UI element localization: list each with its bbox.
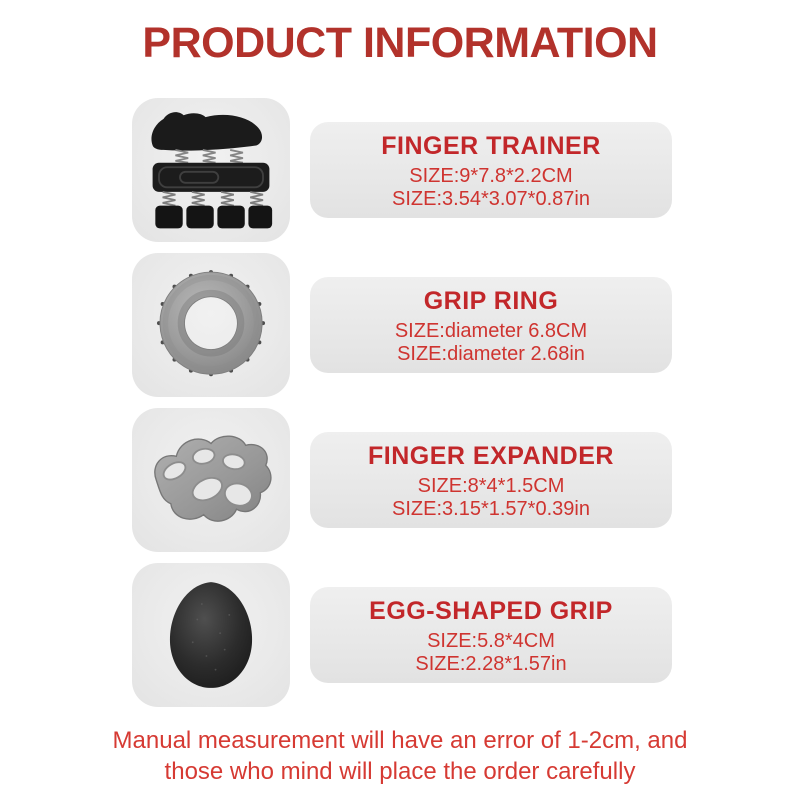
product-size-in: SIZE:3.15*1.57*0.39in — [392, 498, 590, 520]
grip-ring-image — [156, 270, 266, 377]
product-size-cm: SIZE:5.8*4CM — [427, 630, 555, 652]
product-image-card — [132, 98, 290, 242]
product-name: FINGER EXPANDER — [368, 442, 614, 470]
product-name: EGG-SHAPED GRIP — [369, 597, 613, 625]
product-info-banner: GRIP RING SIZE:diameter 6.8CM SIZE:diame… — [310, 277, 672, 373]
measurement-note-line1: Manual measurement will have an error of… — [112, 727, 688, 754]
product-size-cm: SIZE:9*7.8*2.2CM — [409, 165, 573, 187]
product-rows: FINGER TRAINER SIZE:9*7.8*2.2CM SIZE:3.5… — [132, 98, 672, 707]
product-row: FINGER EXPANDER SIZE:8*4*1.5CM SIZE:3.15… — [132, 408, 672, 552]
product-name: GRIP RING — [423, 287, 559, 315]
product-size-in: SIZE:3.54*3.07*0.87in — [392, 188, 590, 210]
product-row: FINGER TRAINER SIZE:9*7.8*2.2CM SIZE:3.5… — [132, 98, 672, 242]
product-image-card — [132, 563, 290, 707]
product-name: FINGER TRAINER — [381, 132, 601, 160]
product-size-cm: SIZE:diameter 6.8CM — [394, 320, 588, 342]
product-info-banner: FINGER TRAINER SIZE:9*7.8*2.2CM SIZE:3.5… — [310, 122, 672, 218]
measurement-note-line2: those who mind will place the order care… — [164, 758, 636, 785]
product-info-banner: FINGER EXPANDER SIZE:8*4*1.5CM SIZE:3.15… — [310, 432, 672, 528]
product-size-cm: SIZE:8*4*1.5CM — [417, 475, 565, 497]
product-info-banner: EGG-SHAPED GRIP SIZE:5.8*4CM SIZE:2.28*1… — [310, 587, 672, 683]
product-size-in: SIZE:diameter 2.68in — [397, 343, 585, 365]
product-image-card — [132, 408, 290, 552]
finger-trainer-image — [151, 112, 273, 229]
product-information-page: PRODUCT INFORMATION — [0, 22, 800, 800]
product-row: GRIP RING SIZE:diameter 6.8CM SIZE:diame… — [132, 253, 672, 397]
egg-shaped-grip-image — [169, 582, 253, 688]
product-size-in: SIZE:2.28*1.57in — [415, 653, 567, 675]
product-row: EGG-SHAPED GRIP SIZE:5.8*4CM SIZE:2.28*1… — [132, 563, 672, 707]
product-image-card — [132, 253, 290, 397]
measurement-note: Manual measurement will have an error of… — [0, 725, 800, 787]
page-title: PRODUCT INFORMATION — [142, 19, 658, 67]
finger-expander-image — [154, 435, 272, 522]
